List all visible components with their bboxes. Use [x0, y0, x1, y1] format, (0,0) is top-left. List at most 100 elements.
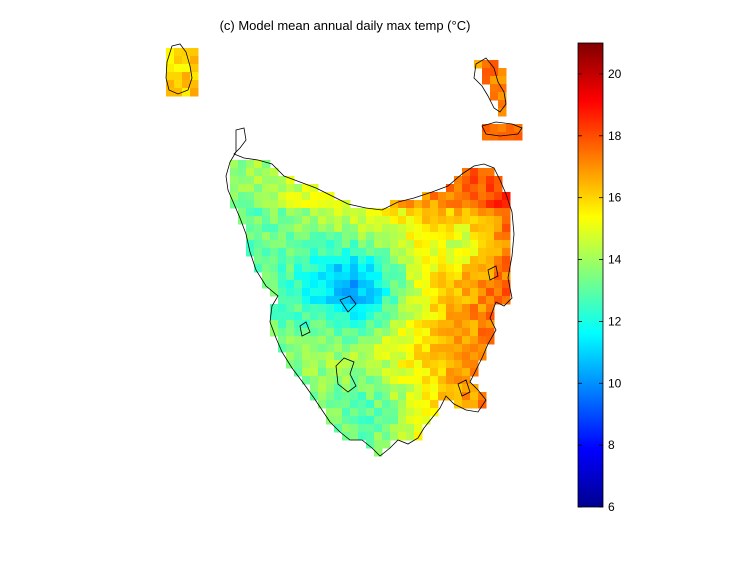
grid-cell	[294, 288, 303, 297]
grid-cell	[310, 304, 319, 313]
grid-cell	[414, 232, 423, 241]
grid-cell	[262, 192, 271, 201]
grid-cell	[422, 320, 431, 329]
grid-cell	[446, 256, 455, 265]
grid-cell	[438, 344, 447, 353]
grid-cell	[278, 248, 287, 257]
grid-cell	[254, 176, 263, 185]
grid-cell	[310, 200, 319, 209]
grid-cell	[382, 320, 391, 329]
grid-cell	[414, 216, 423, 225]
grid-cell	[278, 280, 287, 289]
grid-cell	[318, 368, 327, 377]
grid-cell	[482, 60, 491, 69]
grid-cell	[398, 256, 407, 265]
grid-cell	[310, 368, 319, 377]
grid-cell	[454, 384, 463, 393]
grid-cell	[502, 272, 511, 281]
grid-cell	[406, 344, 415, 353]
grid-cell	[278, 320, 287, 329]
grid-cell	[246, 240, 255, 249]
grid-cell	[390, 328, 399, 337]
grid-cell	[422, 328, 431, 337]
grid-cell	[438, 256, 447, 265]
grid-cell	[382, 280, 391, 289]
grid-cell	[382, 296, 391, 305]
grid-cell	[478, 328, 487, 337]
grid-cell	[390, 232, 399, 241]
grid-cell	[302, 288, 311, 297]
grid-cell	[262, 216, 271, 225]
grid-cell	[478, 320, 487, 329]
grid-cell	[286, 224, 295, 233]
grid-cell	[326, 328, 335, 337]
grid-cell	[414, 352, 423, 361]
grid-cell	[470, 176, 479, 185]
grid-cell	[478, 304, 487, 313]
grid-cell	[302, 216, 311, 225]
grid-cell	[414, 344, 423, 353]
grid-cell	[446, 240, 455, 249]
grid-cell	[374, 304, 383, 313]
grid-cell	[326, 336, 335, 345]
grid-cell	[302, 336, 311, 345]
grid-cell	[498, 76, 507, 85]
grid-cell	[318, 240, 327, 249]
grid-cell	[286, 248, 295, 257]
grid-cell	[286, 360, 295, 369]
grid-cell	[270, 192, 279, 201]
grid-cell	[382, 392, 391, 401]
grid-cell	[262, 256, 271, 265]
grid-cell	[318, 288, 327, 297]
grid-cell	[270, 200, 279, 209]
grid-cell	[278, 264, 287, 273]
grid-cell	[326, 256, 335, 265]
grid-cell	[406, 208, 415, 217]
grid-cell	[486, 288, 495, 297]
grid-cell	[462, 392, 471, 401]
grid-cell	[486, 256, 495, 265]
grid-cell	[302, 296, 311, 305]
grid-cell	[238, 160, 247, 169]
grid-cell	[350, 376, 359, 385]
grid-cell	[486, 176, 495, 185]
grid-cell	[366, 216, 375, 225]
grid-cell	[254, 232, 263, 241]
grid-cell	[358, 432, 367, 441]
grid-cell	[422, 232, 431, 241]
grid-cell	[462, 360, 471, 369]
grid-cell	[478, 184, 487, 193]
grid-cell	[342, 280, 351, 289]
grid-cell	[366, 208, 375, 217]
grid-cell	[494, 256, 503, 265]
grid-cell	[470, 224, 479, 233]
grid-cell	[318, 352, 327, 361]
grid-cell	[470, 192, 479, 201]
grid-cell	[326, 312, 335, 321]
grid-cell	[286, 208, 295, 217]
grid-cell	[318, 392, 327, 401]
grid-cell	[422, 384, 431, 393]
grid-cell	[382, 352, 391, 361]
grid-cell	[390, 416, 399, 425]
grid-cell	[254, 160, 263, 169]
grid-cell	[430, 360, 439, 369]
grid-cell	[238, 176, 247, 185]
grid-cell	[366, 368, 375, 377]
grid-cell	[318, 336, 327, 345]
grid-cell	[174, 64, 183, 73]
grid-cell	[270, 232, 279, 241]
grid-cell	[430, 200, 439, 209]
grid-cell	[334, 216, 343, 225]
grid-cell	[486, 192, 495, 201]
grid-cell	[438, 336, 447, 345]
grid-cell	[470, 200, 479, 209]
grid-cell	[406, 272, 415, 281]
grid-cell	[430, 216, 439, 225]
grid-cell	[350, 400, 359, 409]
grid-cell	[374, 312, 383, 321]
grid-cell	[350, 216, 359, 225]
grid-cell	[358, 232, 367, 241]
grid-cell	[494, 248, 503, 257]
grid-cell	[294, 296, 303, 305]
